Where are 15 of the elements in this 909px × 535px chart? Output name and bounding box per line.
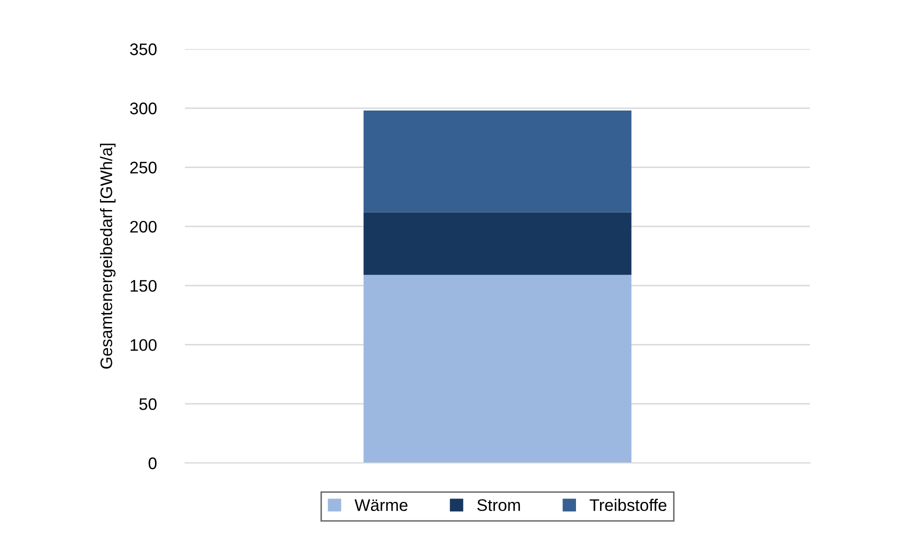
- y-tick-label: 100: [130, 339, 157, 351]
- y-tick-label: 350: [130, 43, 157, 56]
- y-tick-label: 200: [130, 220, 157, 233]
- y-tick-label: 150: [130, 280, 157, 292]
- y-axis-title: Gesamtenergeibedarf [GWh/a]: [100, 144, 116, 369]
- legend-label: Wärme: [354, 499, 408, 512]
- y-tick-label: 250: [130, 162, 157, 174]
- y-tick-label: 300: [130, 102, 157, 114]
- bar: [364, 110, 632, 212]
- bar: [364, 212, 632, 275]
- legend-label: Strom: [477, 499, 520, 512]
- y-tick-label: 0: [148, 457, 157, 470]
- bar: [364, 274, 632, 463]
- y-tick-label: 50: [139, 398, 157, 410]
- legend-label: Treibstoffe: [590, 498, 666, 512]
